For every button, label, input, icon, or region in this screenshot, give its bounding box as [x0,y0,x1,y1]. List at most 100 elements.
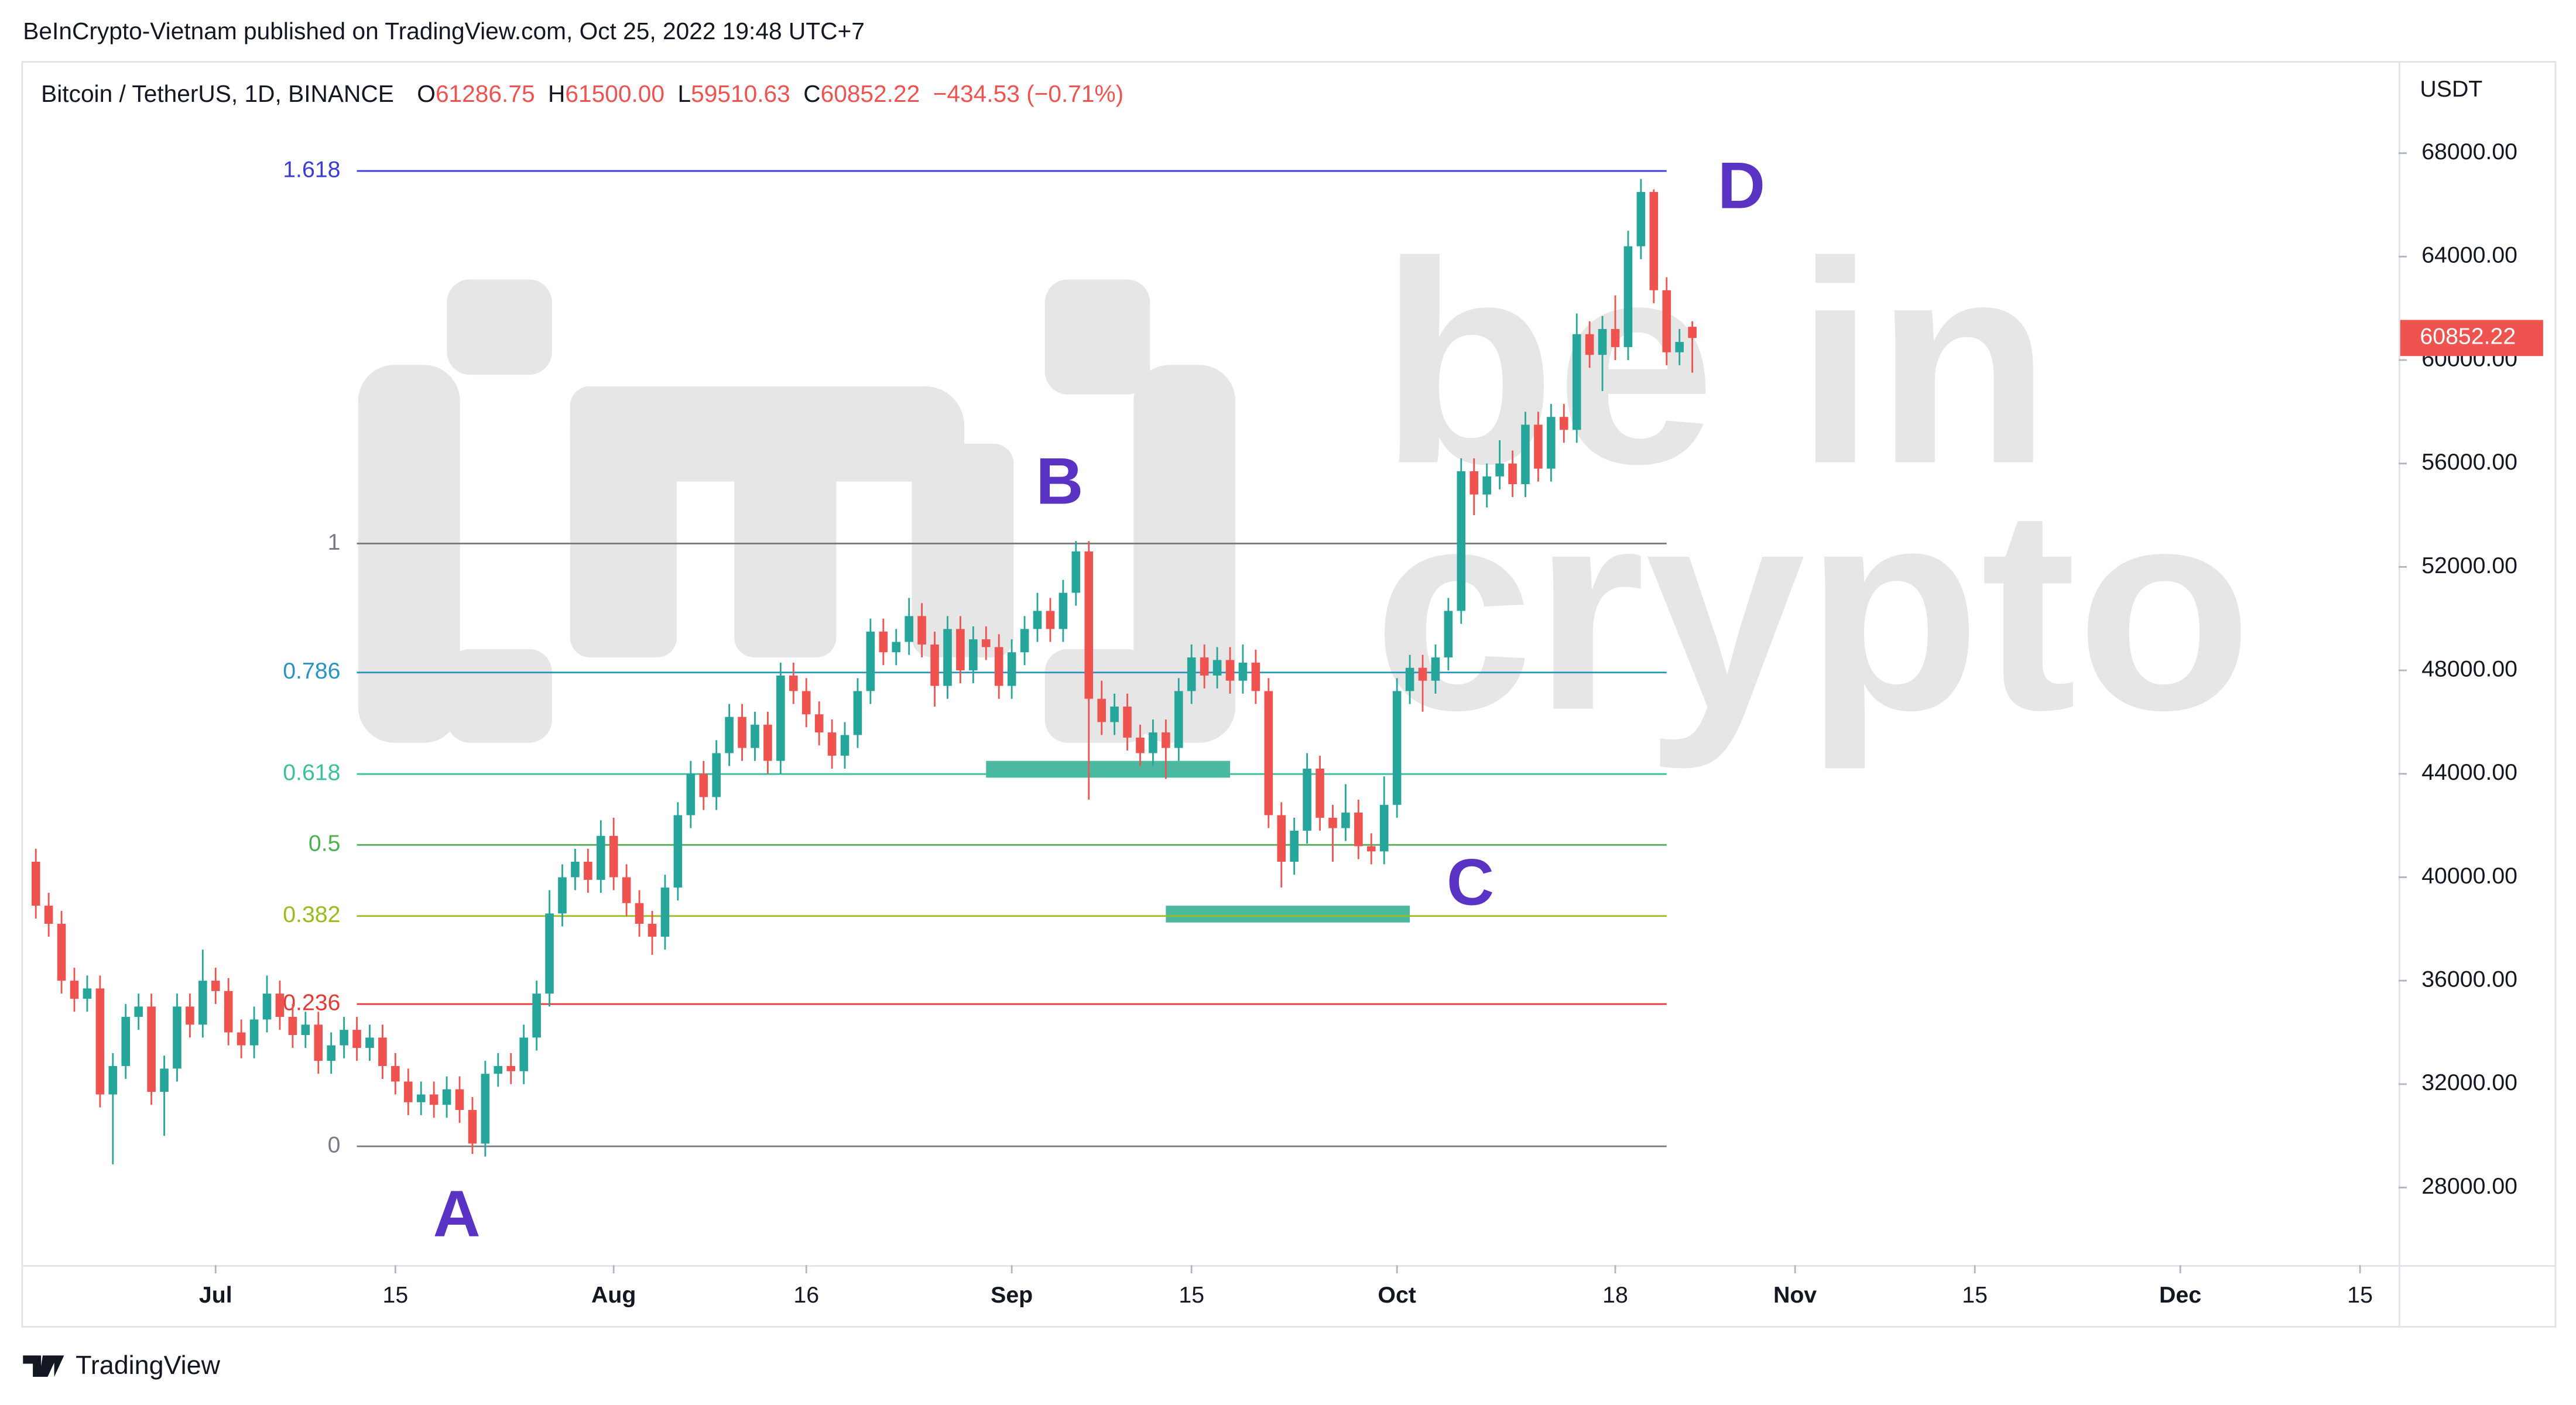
candle-body [776,675,785,761]
candle-body [468,1110,477,1144]
legend: Bitcoin / TetherUS, 1D, BINANCE O61286.7… [41,80,1123,107]
candle-body [1187,657,1196,691]
candle-body [378,1037,387,1066]
candle-body [352,1030,361,1048]
candle-body [1316,768,1324,818]
candle-body [95,988,105,1095]
candle-body [558,877,567,914]
candle-body [584,861,592,880]
candle-body [994,647,1003,686]
candle-body [1174,691,1183,748]
candle-body [83,988,92,999]
candle-body [892,642,901,653]
candle-body [1572,334,1581,430]
candle-body [1662,290,1671,352]
candle-body [31,861,40,906]
candle-body [1264,691,1273,815]
wave-annotation: C [1447,845,1494,919]
candle-body [1508,463,1517,485]
candle-body [1123,706,1132,738]
candle-body [1559,417,1568,430]
candle-body [108,1065,118,1095]
candle-body [956,629,965,671]
y-tick-label: 52000.00 [2421,553,2517,578]
candle-body [1033,611,1042,629]
candle-body [1521,424,1530,485]
plot: 1.618 1 0.786 0.618 0.5 0.382 0.236 0 A B C D [31,149,1765,1250]
publish-header: BeInCrypto-Vietnam published on TradingV… [23,18,865,44]
candle-body [1405,667,1414,691]
x-tick-label: 18 [1602,1282,1628,1308]
candle-body [1366,846,1376,852]
candle-body [173,1006,181,1069]
candle-body [1303,768,1311,831]
candle-body [57,924,66,981]
x-tick-label: Dec [2159,1282,2201,1308]
candle-body [494,1065,503,1074]
candle-body [1328,817,1337,828]
candle-body [327,1045,335,1061]
candle-body [905,616,913,642]
watermark-shape [1133,365,1236,743]
candle-body [70,981,79,999]
y-tick-label: 64000.00 [2421,242,2517,268]
candle-body [262,993,272,1020]
currency-label: USDT [2420,76,2482,102]
candle-body [1598,329,1607,355]
x-tick-label: Nov [1773,1282,1817,1308]
legend-key: H [548,80,565,107]
watermark-shape [447,649,552,743]
candle-body [1547,417,1556,469]
watermark-shape [734,386,837,657]
candle-body [1611,329,1620,347]
candle-body [249,1019,259,1046]
candle-body [211,981,220,991]
legend-key: O [417,80,436,107]
candle-body [1649,191,1659,290]
candle-body [1482,476,1491,495]
y-tick-label: 36000.00 [2421,967,2517,992]
candle-body [751,724,759,748]
candle-body [134,1006,143,1017]
candle-body [198,981,207,1025]
x-tick-label: 15 [383,1282,409,1308]
legend-value: 59510.63 [691,80,790,107]
candle-body [738,717,746,748]
y-tick-label: 48000.00 [2421,656,2517,681]
candle-body [519,1037,528,1071]
candle-body [699,773,708,797]
candle-body [545,913,554,994]
symbol-title: Bitcoin / TetherUS, 1D, BINANCE [41,80,394,107]
candle-body [1585,334,1594,355]
watermark-logo [358,279,1236,743]
candle-body [789,675,798,691]
candle-body [416,1094,426,1102]
candle-body [686,773,696,815]
watermark-shape [447,279,552,375]
support-zone [1166,906,1410,923]
candle-body [147,1006,156,1092]
fib-level-label: 1.618 [283,156,340,182]
chart-frame [21,61,2557,1328]
candle-body [1341,813,1350,828]
candle-body [1162,732,1170,748]
watermark-shape [358,365,460,743]
candle-body [1688,327,1697,338]
candle-body [121,1017,131,1066]
fib-level-label: 0 [328,1132,341,1157]
legend-key: C [803,80,820,107]
candle-body [1225,660,1235,681]
candle-body [224,991,233,1033]
candle-body [673,815,683,888]
candle-body [1457,471,1466,611]
candle-body [506,1065,516,1071]
candle-body [1469,471,1479,495]
candle-body [442,1089,451,1105]
candle-body [186,1006,194,1025]
candle-body [571,861,580,878]
candle-body [1149,732,1157,753]
watermark-shape [1044,279,1150,395]
candle-body [288,1017,297,1035]
